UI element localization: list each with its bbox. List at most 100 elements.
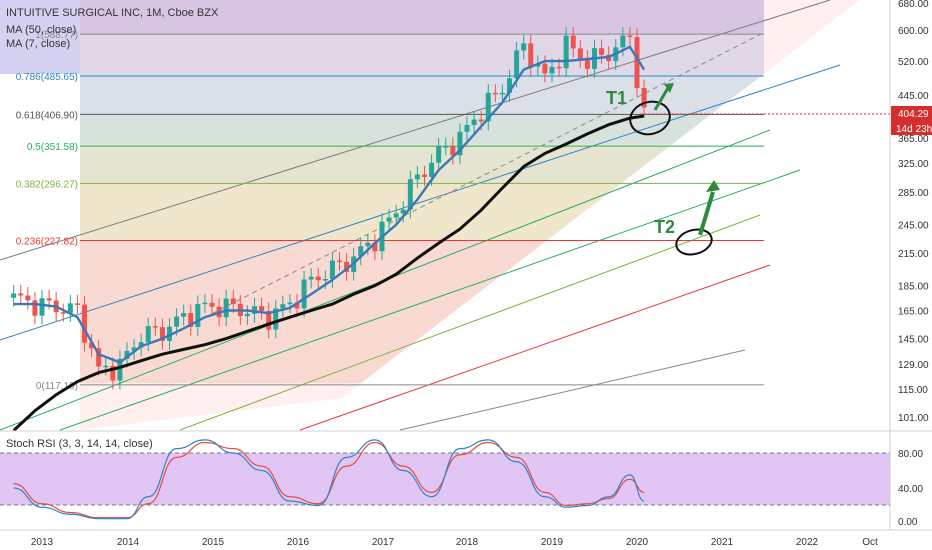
fib-label: 0.618(406.90): [16, 110, 78, 121]
price-tick: 245.00: [898, 221, 929, 232]
candle-body: [280, 304, 286, 309]
candle-body: [117, 358, 123, 381]
price-tick: 680.00: [898, 0, 929, 10]
candle-body: [542, 63, 548, 74]
candle-body: [131, 347, 137, 351]
candlesticks: [11, 27, 647, 390]
fib-label: 0.382(296.27): [16, 179, 78, 190]
time-label: 2017: [372, 537, 395, 548]
time-label: 2022: [796, 537, 819, 548]
candle-body: [167, 326, 172, 341]
price-tick: 165.00: [898, 307, 929, 318]
candle-body: [25, 295, 31, 301]
candle-body: [599, 48, 605, 55]
pitchfork-channel: [0, 0, 860, 431]
candle-body: [223, 298, 229, 318]
candle-body: [266, 310, 272, 330]
time-label: 2014: [117, 537, 140, 548]
left-band: [0, 0, 80, 74]
countdown-value: 14d 23h: [896, 124, 932, 135]
candle-body: [528, 43, 534, 67]
time-label: Oct: [862, 537, 878, 548]
price-tick: 129.00: [898, 360, 929, 371]
time-label: 2013: [31, 537, 54, 548]
fib-label: 0(117.19): [36, 381, 78, 392]
candle-body: [400, 209, 406, 214]
candle-body: [337, 260, 342, 263]
price-tick: 115.00: [898, 385, 928, 396]
candle-body: [485, 92, 491, 122]
candle-body: [584, 58, 590, 69]
price-tick: 185.00: [898, 282, 929, 293]
candle-body: [372, 242, 378, 252]
candle-body: [322, 279, 328, 281]
last-price-badge: [891, 106, 932, 121]
candle-body: [620, 35, 626, 48]
candle-body: [414, 174, 420, 180]
t2-arrow: [698, 191, 715, 236]
candle-body: [110, 365, 116, 381]
t1-arrow: [653, 87, 670, 111]
target-annotations: T1 T2: [606, 83, 720, 256]
stoch-tick-40: 40.00: [898, 484, 923, 495]
fib-level-lines: 0.786(485.65) 0.618(406.90) 0.5(351.58) 0.3…: [16, 30, 764, 392]
time-label: 2016: [287, 537, 310, 548]
candle-body: [499, 92, 505, 95]
candle-body: [344, 261, 350, 272]
stoch-band: [0, 453, 890, 505]
candle-body: [358, 246, 364, 257]
price-axis[interactable]: [890, 0, 932, 430]
candle-body: [32, 300, 38, 316]
candle-body: [82, 304, 87, 343]
t2-arrowhead-icon: [706, 180, 720, 192]
candle-body: [471, 119, 477, 126]
fib-label: 1(588.77): [35, 30, 78, 41]
candle-body: [464, 125, 470, 132]
candle-body: [329, 260, 335, 280]
candle-body: [145, 326, 151, 343]
symbol-title[interactable]: INTUITIVE SURGICAL INC, 1M, Cboe BZX: [6, 7, 219, 19]
candle-body: [96, 348, 102, 367]
candle-body: [386, 217, 392, 222]
candle-body: [443, 146, 449, 148]
candle-body: [259, 306, 265, 311]
candle-body: [556, 66, 562, 69]
price-tick: 325.00: [898, 159, 929, 170]
candle-body: [46, 298, 52, 301]
t2-circle: [675, 228, 713, 256]
ma50-line: [12, 114, 645, 432]
candle-body: [422, 174, 427, 177]
candle-body: [436, 146, 442, 163]
stoch-d-line: [13, 441, 645, 519]
countdown-badge: [891, 121, 932, 135]
candle-body: [641, 88, 647, 108]
fib-label: 0.786(485.65): [16, 72, 78, 83]
price-tick: 445.00: [898, 91, 929, 102]
candle-body: [308, 276, 314, 280]
candle-body: [188, 313, 194, 327]
candle-body: [60, 312, 66, 314]
candle-body: [429, 162, 435, 177]
legend-header: INTUITIVE SURGICAL INC, 1M, Cboe BZX MA …: [6, 7, 219, 50]
candle-body: [209, 302, 215, 307]
candle-body: [457, 131, 463, 156]
candle-body: [492, 92, 498, 95]
candle-body: [393, 213, 399, 218]
ma50-legend[interactable]: MA (50, close): [6, 24, 76, 36]
ma7-legend[interactable]: MA (7, close): [6, 38, 70, 50]
last-price-value: 404.29: [898, 109, 929, 120]
t1-label: T1: [606, 88, 627, 108]
candle-body: [570, 35, 576, 49]
candle-body: [174, 316, 180, 327]
candle-body: [514, 50, 520, 79]
candle-body: [634, 37, 640, 89]
candle-body: [450, 146, 456, 156]
stoch-title[interactable]: Stoch RSI (3, 3, 14, 14, close): [6, 438, 153, 450]
candle-body: [195, 304, 201, 327]
candle-body: [11, 293, 17, 298]
time-axis[interactable]: 2013 2014 2015 2016 2017 2018 2019 2020 2021 2022…: [31, 537, 878, 548]
candle-body: [301, 279, 307, 309]
candle-body: [18, 293, 24, 296]
